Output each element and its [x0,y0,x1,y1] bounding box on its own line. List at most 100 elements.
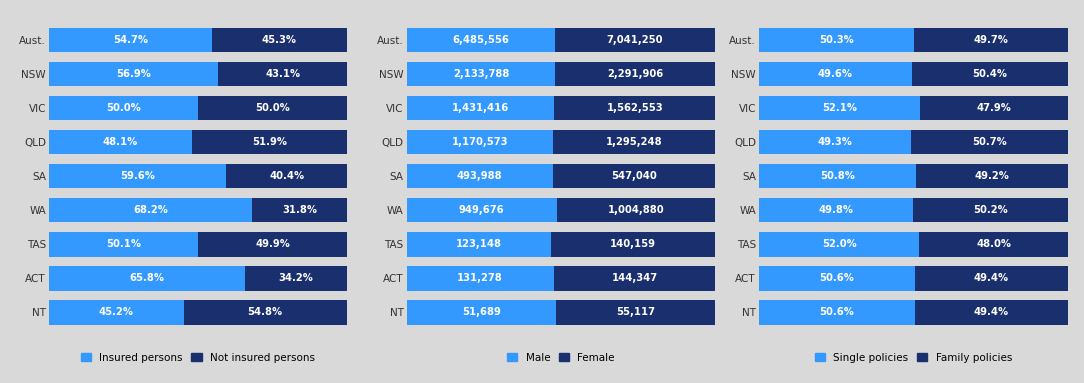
Text: 54.8%: 54.8% [247,308,283,318]
Bar [759,266,915,291]
Text: 47.9%: 47.9% [977,103,1011,113]
Bar [406,232,551,257]
Text: 7,041,250: 7,041,250 [607,35,663,45]
Text: 68.2%: 68.2% [133,205,168,215]
Bar [915,266,1068,291]
Bar [49,130,192,154]
Bar [49,198,253,223]
Bar [551,232,715,257]
Text: 1,295,248: 1,295,248 [606,137,662,147]
Bar [759,96,919,120]
Text: 2,291,906: 2,291,906 [607,69,663,79]
Bar [406,96,554,120]
Legend: Male, Female: Male, Female [507,353,615,363]
Bar [759,198,913,223]
Text: 140,159: 140,159 [610,239,656,249]
Text: 48.0%: 48.0% [976,239,1011,249]
Bar [759,28,914,52]
Bar [553,164,715,188]
Bar [49,164,227,188]
Text: 50.0%: 50.0% [255,103,289,113]
Bar [759,62,912,86]
Bar [183,300,347,325]
Text: 48.1%: 48.1% [103,137,138,147]
Text: 50.8%: 50.8% [820,171,854,181]
Text: 50.2%: 50.2% [972,205,1007,215]
Text: 65.8%: 65.8% [129,273,165,283]
Text: 50.3%: 50.3% [820,35,854,45]
Bar [912,130,1068,154]
Bar [553,130,715,154]
Text: 144,347: 144,347 [611,273,658,283]
Text: 51,689: 51,689 [462,308,501,318]
Bar [759,300,915,325]
Bar [192,130,347,154]
Text: 949,676: 949,676 [459,205,504,215]
Text: 1,004,880: 1,004,880 [608,205,664,215]
Text: 1,562,553: 1,562,553 [607,103,663,113]
Text: 52.1%: 52.1% [822,103,856,113]
Bar [245,266,347,291]
Text: 49.7%: 49.7% [973,35,1008,45]
Bar [406,198,556,223]
Bar [914,28,1068,52]
Text: 49.6%: 49.6% [818,69,853,79]
Bar [406,130,553,154]
Bar [555,62,715,86]
Legend: Insured persons, Not insured persons: Insured persons, Not insured persons [80,353,315,363]
Bar [406,266,554,291]
Bar [915,300,1068,325]
Text: 493,988: 493,988 [457,171,503,181]
Bar [556,198,715,223]
Text: 123,148: 123,148 [455,239,502,249]
Text: 547,040: 547,040 [611,171,657,181]
Text: 51.9%: 51.9% [251,137,287,147]
Text: 55,117: 55,117 [616,308,655,318]
Bar [919,96,1068,120]
Bar [913,198,1068,223]
Bar [198,232,347,257]
Text: 50.6%: 50.6% [820,308,854,318]
Bar [406,62,555,86]
Bar [49,300,183,325]
Bar [555,28,715,52]
Text: 2,133,788: 2,133,788 [453,69,509,79]
Text: 49.8%: 49.8% [818,205,853,215]
Bar [759,130,912,154]
Bar [759,232,919,257]
Text: 40.4%: 40.4% [269,171,305,181]
Text: 45.2%: 45.2% [99,308,133,318]
Text: 50.7%: 50.7% [972,137,1007,147]
Text: 59.6%: 59.6% [120,171,155,181]
Bar [227,164,347,188]
Text: 45.3%: 45.3% [262,35,297,45]
Text: 31.8%: 31.8% [282,205,317,215]
Text: 49.4%: 49.4% [973,273,1009,283]
Bar [211,28,347,52]
Bar [554,96,715,120]
Bar [218,62,347,86]
Text: 43.1%: 43.1% [266,69,300,79]
Text: 49.4%: 49.4% [973,308,1009,318]
Text: 1,431,416: 1,431,416 [452,103,509,113]
Bar [912,62,1068,86]
Text: 49.2%: 49.2% [975,171,1009,181]
Text: 50.6%: 50.6% [820,273,854,283]
Bar [49,62,218,86]
Text: 1,170,573: 1,170,573 [452,137,508,147]
Bar [554,266,715,291]
Text: 34.2%: 34.2% [279,273,313,283]
Bar [49,96,197,120]
Bar [49,28,211,52]
Bar [919,232,1068,257]
Text: 50.4%: 50.4% [972,69,1007,79]
Bar [406,300,556,325]
Bar [197,96,347,120]
Text: 6,485,556: 6,485,556 [452,35,509,45]
Text: 49.9%: 49.9% [255,239,289,249]
Bar [49,266,245,291]
Bar [556,300,715,325]
Bar [759,164,916,188]
Text: 49.3%: 49.3% [817,137,852,147]
Text: 54.7%: 54.7% [113,35,147,45]
